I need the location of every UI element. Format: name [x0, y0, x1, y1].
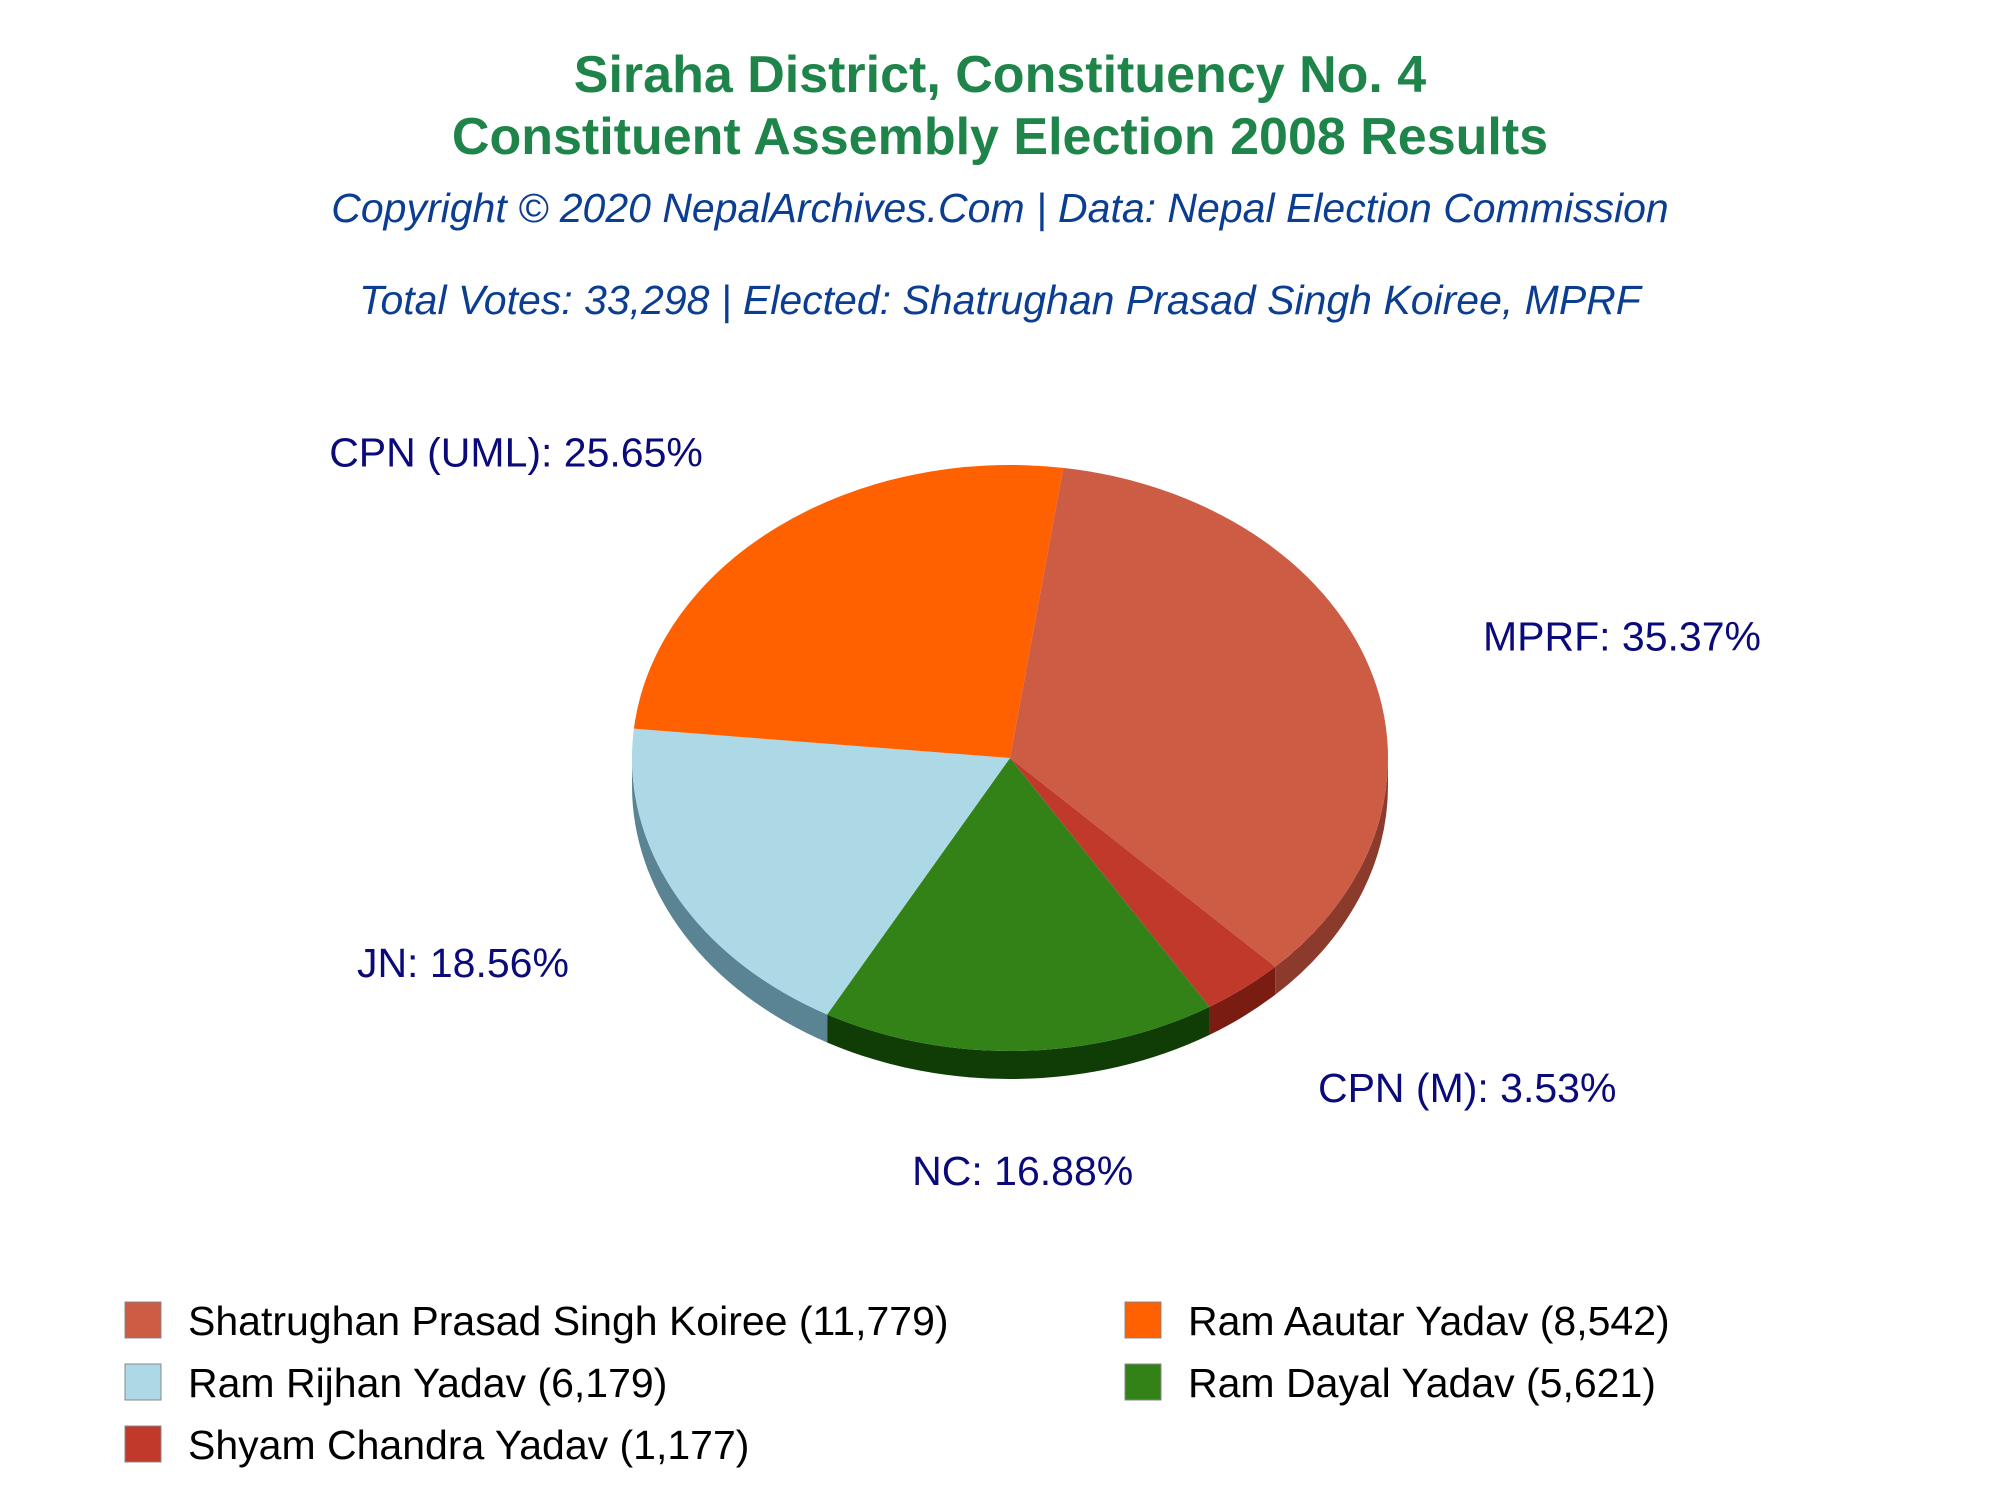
pie-depth: [632, 758, 1388, 1079]
legend-label-cpn-m: Shyam Chandra Yadav (1,177): [188, 1422, 749, 1468]
pie-side-nc: [827, 1006, 1210, 1079]
pie-side-mprf: [1275, 758, 1388, 995]
slice-label-mprf: MPRF: 35.37%: [1483, 614, 1761, 660]
legend-label-jn: Ram Rijhan Yadav (6,179): [188, 1360, 667, 1406]
pie-slice-cpn-uml: [633, 464, 1064, 758]
legend-swatch-nc: [1124, 1363, 1162, 1401]
chart-summary: Total Votes: 33,298 | Elected: Shatrugha…: [359, 277, 1643, 323]
pie-side-jn: [632, 758, 828, 1043]
legend-label-mprf: Shatrughan Prasad Singh Koiree (11,779): [188, 1298, 949, 1344]
pie-slice-nc: [827, 758, 1210, 1051]
pie-slices: [631, 464, 1388, 1051]
slice-label-cpn-uml: CPN (UML): 25.65%: [329, 430, 703, 476]
legend-swatch-mprf: [124, 1301, 162, 1339]
chart-title: Siraha District, Constituency No. 4: [574, 46, 1426, 104]
legend-label-nc: Ram Dayal Yadav (5,621): [1188, 1360, 1656, 1406]
chart-subtitle: Copyright © 2020 NepalArchives.Com | Dat…: [331, 185, 1669, 231]
slice-labels: MPRF: 35.37% CPN (M): 3.53% NC: 16.88% JN: …: [329, 430, 1761, 1194]
slice-label-cpn-m: CPN (M): 3.53%: [1318, 1065, 1616, 1111]
pie-slice-mprf: [1010, 467, 1388, 967]
pie-slice-cpn-m: [1010, 758, 1276, 1007]
legend-swatch-cpn-uml: [1124, 1301, 1162, 1339]
slice-label-nc: NC: 16.88%: [912, 1148, 1133, 1194]
pie-side-cpn-m: [1209, 966, 1276, 1035]
pie-slice-jn: [631, 728, 1010, 1015]
legend-swatch-jn: [124, 1363, 162, 1401]
legend: Shatrughan Prasad Singh Koiree (11,779) R…: [124, 1298, 1670, 1468]
chart-title-line2: Constituent Assembly Election 2008 Resul…: [452, 108, 1548, 166]
legend-swatch-cpn-m: [124, 1425, 162, 1463]
legend-label-cpn-uml: Ram Aautar Yadav (8,542): [1188, 1298, 1670, 1344]
slice-label-jn: JN: 18.56%: [357, 940, 569, 986]
